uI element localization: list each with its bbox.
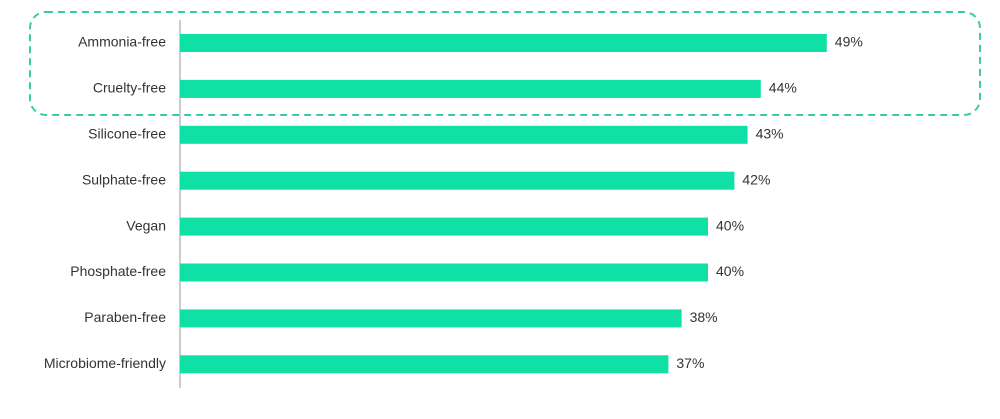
bar bbox=[180, 125, 748, 144]
highlight-frame bbox=[29, 11, 981, 116]
value-label: 42% bbox=[742, 171, 770, 187]
category-label: Phosphate-free bbox=[70, 263, 166, 279]
bar bbox=[180, 263, 708, 282]
value-label: 38% bbox=[690, 309, 718, 325]
value-label: 40% bbox=[716, 217, 744, 233]
category-label: Microbiome-friendly bbox=[44, 355, 166, 371]
bar bbox=[180, 34, 827, 52]
value-label: 49% bbox=[835, 34, 863, 50]
bar bbox=[180, 79, 761, 98]
category-label: Sulphate-free bbox=[82, 171, 166, 187]
category-label: Ammonia-free bbox=[78, 34, 166, 50]
bar bbox=[180, 309, 682, 328]
value-label: 43% bbox=[756, 126, 784, 142]
value-label: 37% bbox=[676, 355, 704, 371]
bar bbox=[180, 217, 708, 236]
bar bbox=[180, 171, 735, 190]
value-label: 40% bbox=[716, 263, 744, 279]
category-label: Paraben-free bbox=[84, 309, 166, 325]
value-label: 44% bbox=[769, 80, 797, 96]
category-label: Silicone-free bbox=[88, 126, 166, 142]
bar bbox=[180, 355, 669, 374]
category-label: Vegan bbox=[126, 217, 166, 233]
category-label: Cruelty-free bbox=[93, 80, 166, 96]
